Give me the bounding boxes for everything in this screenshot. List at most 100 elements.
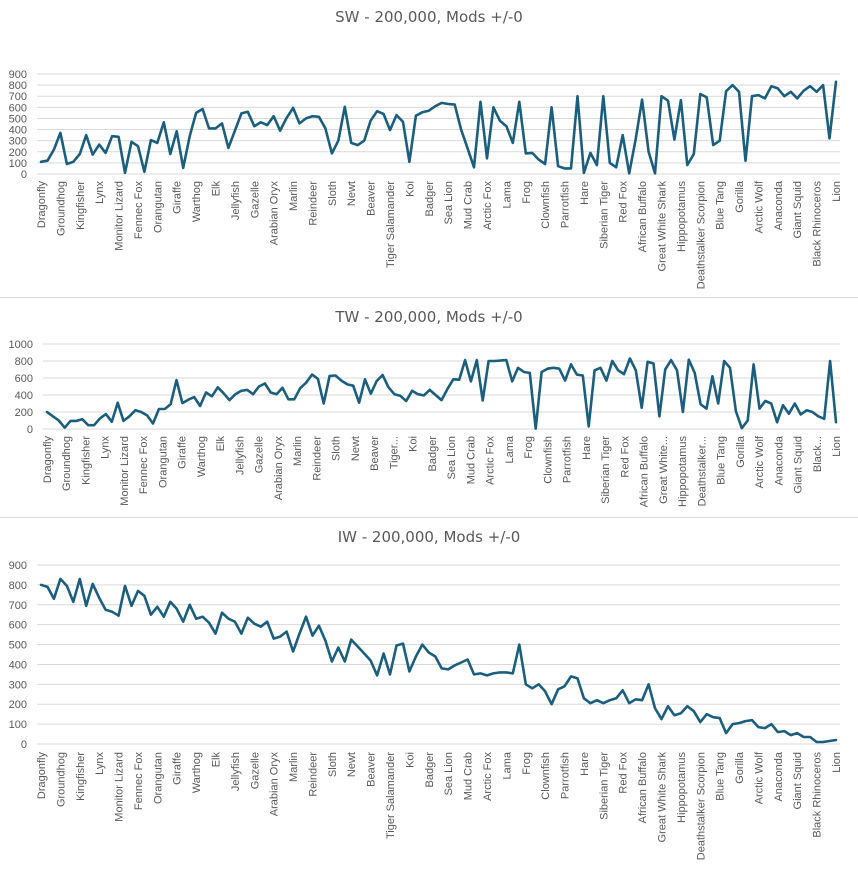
x-tick-label: Sea Lion — [446, 436, 458, 479]
x-tick-label: Anaconda — [773, 751, 785, 801]
y-tick-label: 500 — [9, 113, 27, 125]
x-tick-label: Kingfisher — [75, 181, 87, 230]
x-tick-label: Sea Lion — [443, 181, 455, 224]
x-tick-label: Gazelle — [249, 181, 261, 218]
x-tick-label: Reindeer — [307, 181, 319, 226]
x-tick-label: Hare — [581, 436, 593, 460]
series-line-iw — [41, 579, 836, 742]
x-tick-label: Fennec Fox — [133, 752, 145, 811]
x-tick-label: Koi — [408, 436, 420, 452]
x-tick-label: Arctic Wolf — [753, 751, 765, 804]
x-tick-label: Gorilla — [734, 180, 746, 213]
x-tick-label: Great White Shark — [656, 181, 668, 272]
x-tick-label: Gorilla — [734, 751, 746, 784]
x-tick-label: Groundhog — [55, 752, 67, 807]
y-tick-label: 700 — [9, 91, 27, 103]
chart-tw: TW - 200,000, Mods +/-002004006008001000… — [0, 298, 858, 517]
x-tick-label: Lynx — [94, 752, 106, 775]
x-tick-label: Frog — [521, 181, 533, 204]
x-tick-label: Deathstalker Scorpion — [695, 181, 707, 289]
y-tick-label: 200 — [15, 407, 33, 419]
chart-title: TW - 200,000, Mods +/-0 — [334, 308, 522, 326]
x-tick-label: Parrotfish — [562, 436, 574, 483]
x-tick-label: Parrotfish — [560, 752, 572, 799]
y-tick-label: 0 — [21, 169, 27, 181]
x-tick-label: Badger — [424, 752, 436, 788]
x-tick-label: Giant Squid — [793, 436, 805, 493]
x-tick-label: Lama — [501, 751, 513, 779]
x-tick-label: Hare — [579, 752, 591, 776]
x-tick-label: Black Rhinoceros — [812, 752, 824, 838]
y-tick-label: 400 — [9, 659, 27, 671]
x-tick-label: Newt — [346, 752, 358, 777]
x-tick-label: Hippopotamus — [676, 181, 688, 252]
x-tick-label: Hippopotamus — [676, 752, 688, 823]
x-tick-label: Mud Crab — [465, 436, 477, 484]
x-tick-label: Clownfish — [540, 181, 552, 229]
x-tick-label: Great White... — [658, 436, 670, 504]
x-tick-label: Siberian Tiger — [598, 181, 610, 249]
x-tick-label: Kingfisher — [75, 752, 87, 801]
x-tick-label: Siberian Tiger — [598, 752, 610, 820]
x-tick-label: Reindeer — [307, 752, 319, 797]
x-tick-label: Giraffe — [172, 752, 184, 785]
x-tick-label: Monitor Lizard — [114, 181, 126, 251]
x-tick-label: Black... — [812, 436, 824, 472]
x-tick-label: Mud Crab — [463, 181, 475, 229]
x-tick-label: Koi — [404, 752, 416, 768]
x-tick-label: Sloth — [331, 436, 343, 461]
x-tick-label: Parrotfish — [560, 181, 572, 228]
x-tick-label: Marlin — [288, 752, 300, 782]
x-tick-label: Lion — [831, 752, 843, 773]
y-tick-label: 600 — [15, 373, 33, 385]
x-tick-label: Clownfish — [542, 436, 554, 484]
x-tick-label: Blue Tang — [716, 436, 728, 485]
x-tick-label: Giraffe — [177, 436, 189, 469]
x-tick-label: Hare — [579, 181, 591, 205]
x-tick-label: Lion — [831, 436, 843, 457]
x-tick-label: Sea Lion — [443, 752, 455, 795]
x-tick-label: Dragonfly — [36, 752, 48, 800]
x-tick-label: Lama — [504, 435, 516, 463]
x-tick-label: Black Rhinoceros — [812, 181, 824, 267]
y-tick-label: 800 — [15, 356, 33, 368]
x-tick-label: Giant Squid — [792, 181, 804, 238]
y-tick-label: 100 — [9, 719, 27, 731]
y-tick-label: 0 — [21, 739, 27, 751]
x-tick-label: Tiger Salamander — [385, 752, 397, 839]
x-tick-label: Marlin — [292, 436, 304, 466]
x-tick-label: Arctic Wolf — [754, 435, 766, 488]
y-tick-label: 800 — [9, 580, 27, 592]
x-tick-label: Elk — [215, 436, 227, 452]
x-tick-label: Gazelle — [254, 436, 266, 473]
x-tick-label: Gorilla — [735, 435, 747, 468]
x-tick-label: Arabian Oryx — [269, 752, 281, 817]
x-tick-label: Warthog — [191, 752, 203, 793]
chart-sw: SW - 200,000, Mods +/-001002003004005006… — [0, 0, 858, 297]
x-tick-label: Warthog — [196, 436, 208, 477]
x-tick-label: Jellyfish — [230, 752, 242, 791]
x-tick-label: Newt — [350, 436, 362, 461]
y-tick-label: 400 — [15, 390, 33, 402]
x-tick-label: Mud Crab — [463, 752, 475, 800]
x-tick-label: Tiger Salamander — [385, 181, 397, 268]
x-tick-label: Badger — [424, 181, 436, 217]
x-tick-label: Frog — [521, 752, 533, 775]
x-tick-label: Frog — [523, 436, 535, 459]
y-tick-label: 400 — [9, 125, 27, 137]
y-tick-label: 700 — [9, 600, 27, 612]
x-tick-label: Elk — [211, 181, 223, 197]
x-tick-label: Lynx — [100, 436, 112, 459]
chart-iw: IW - 200,000, Mods +/-001002003004005006… — [0, 518, 858, 864]
x-tick-label: African Buffalo — [637, 752, 649, 823]
x-tick-label: Clownfish — [540, 752, 552, 800]
x-tick-label: Badger — [427, 436, 439, 472]
x-tick-label: Arabian Oryx — [269, 181, 281, 246]
x-tick-label: Great White Shark — [656, 752, 668, 843]
x-tick-label: Lama — [501, 180, 513, 208]
series-line-sw — [41, 82, 836, 174]
y-tick-label: 900 — [9, 560, 27, 572]
y-tick-label: 300 — [9, 136, 27, 148]
